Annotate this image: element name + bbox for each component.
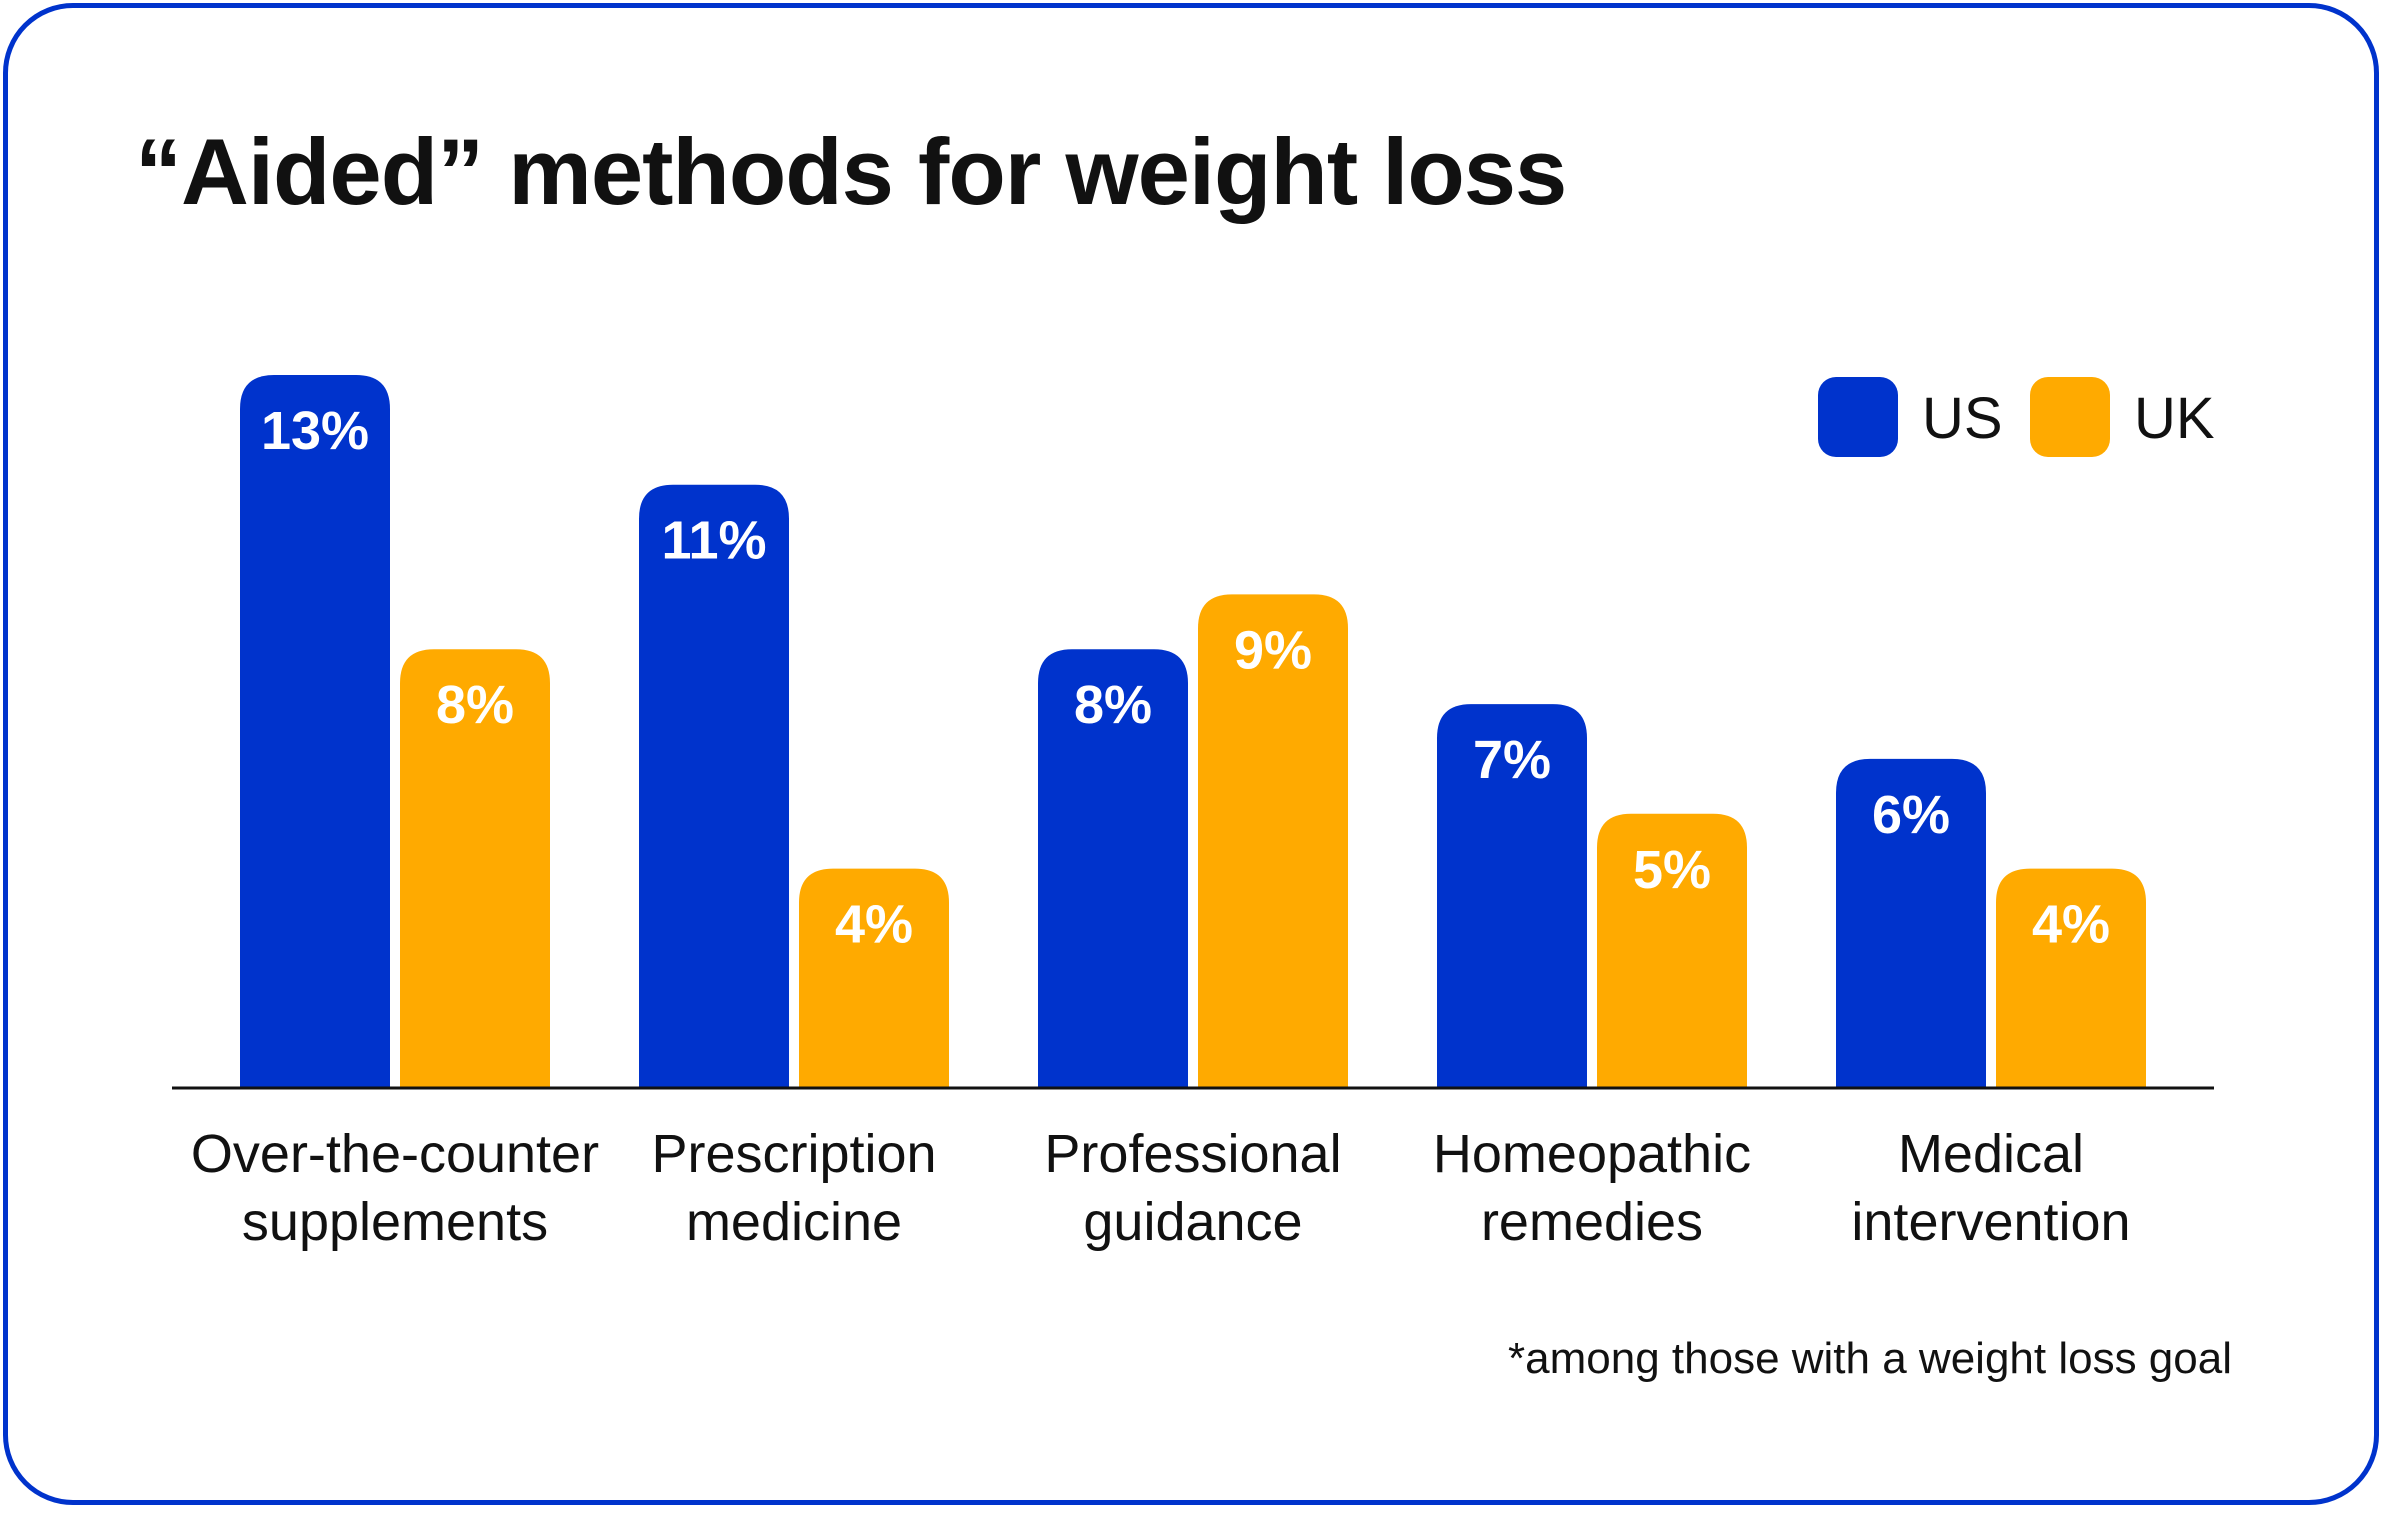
bar-label-us-4: 6% — [1872, 785, 1950, 845]
category-label-3-line-1: remedies — [1481, 1192, 1703, 1252]
bar-uk-2 — [1198, 594, 1348, 1088]
bar-label-uk-3: 5% — [1633, 840, 1711, 900]
bar-label-us-0: 13% — [261, 401, 369, 461]
bar-label-us-1: 11% — [661, 511, 766, 571]
bar-us-3 — [1437, 704, 1587, 1088]
bar-label-us-2: 8% — [1074, 675, 1152, 735]
legend-swatch-uk — [2030, 377, 2110, 457]
bar-label-us-3: 7% — [1473, 730, 1551, 790]
bar-us-0 — [240, 375, 390, 1088]
legend-label-us: US — [1922, 386, 2003, 451]
chart-title: “Aided” methods for weight loss — [135, 119, 1567, 224]
bar-uk-0 — [400, 649, 550, 1088]
category-label-1-line-1: medicine — [686, 1192, 902, 1252]
category-label-3-line-0: Homeopathic — [1433, 1124, 1751, 1184]
bars-group: 13% 8% 11% 4% 8% 9% 7% 5% 6% 4% — [240, 375, 2146, 1088]
bar-label-uk-1: 4% — [835, 895, 913, 955]
category-label-2-line-0: Professional — [1044, 1124, 1341, 1184]
bar-label-uk-2: 9% — [1234, 620, 1312, 680]
legend-swatch-us — [1818, 377, 1898, 457]
bar-us-4 — [1836, 758, 1986, 1088]
category-label-1-line-0: Prescription — [651, 1124, 936, 1184]
category-label-2-line-1: guidance — [1083, 1192, 1302, 1252]
legend-label-uk: UK — [2134, 386, 2215, 451]
legend: US UK — [1818, 377, 2215, 457]
bar-label-uk-4: 4% — [2032, 895, 2110, 955]
category-label-4-line-1: intervention — [1851, 1192, 2130, 1252]
bar-uk-4 — [1996, 868, 2146, 1088]
category-label-0-line-0: Over-the-counter — [191, 1124, 599, 1184]
category-label-4-line-0: Medical — [1898, 1124, 2084, 1184]
footnote: *among those with a weight loss goal — [1508, 1334, 2232, 1383]
category-labels: Over-the-counter supplements Prescription m… — [191, 1124, 2131, 1252]
bar-uk-3 — [1597, 813, 1747, 1088]
bar-us-1 — [639, 484, 789, 1088]
chart-card — [3, 3, 2379, 1505]
bar-label-uk-0: 8% — [436, 675, 514, 735]
bar-uk-1 — [799, 868, 949, 1088]
category-label-0-line-1: supplements — [242, 1192, 548, 1252]
bar-us-2 — [1038, 649, 1188, 1088]
